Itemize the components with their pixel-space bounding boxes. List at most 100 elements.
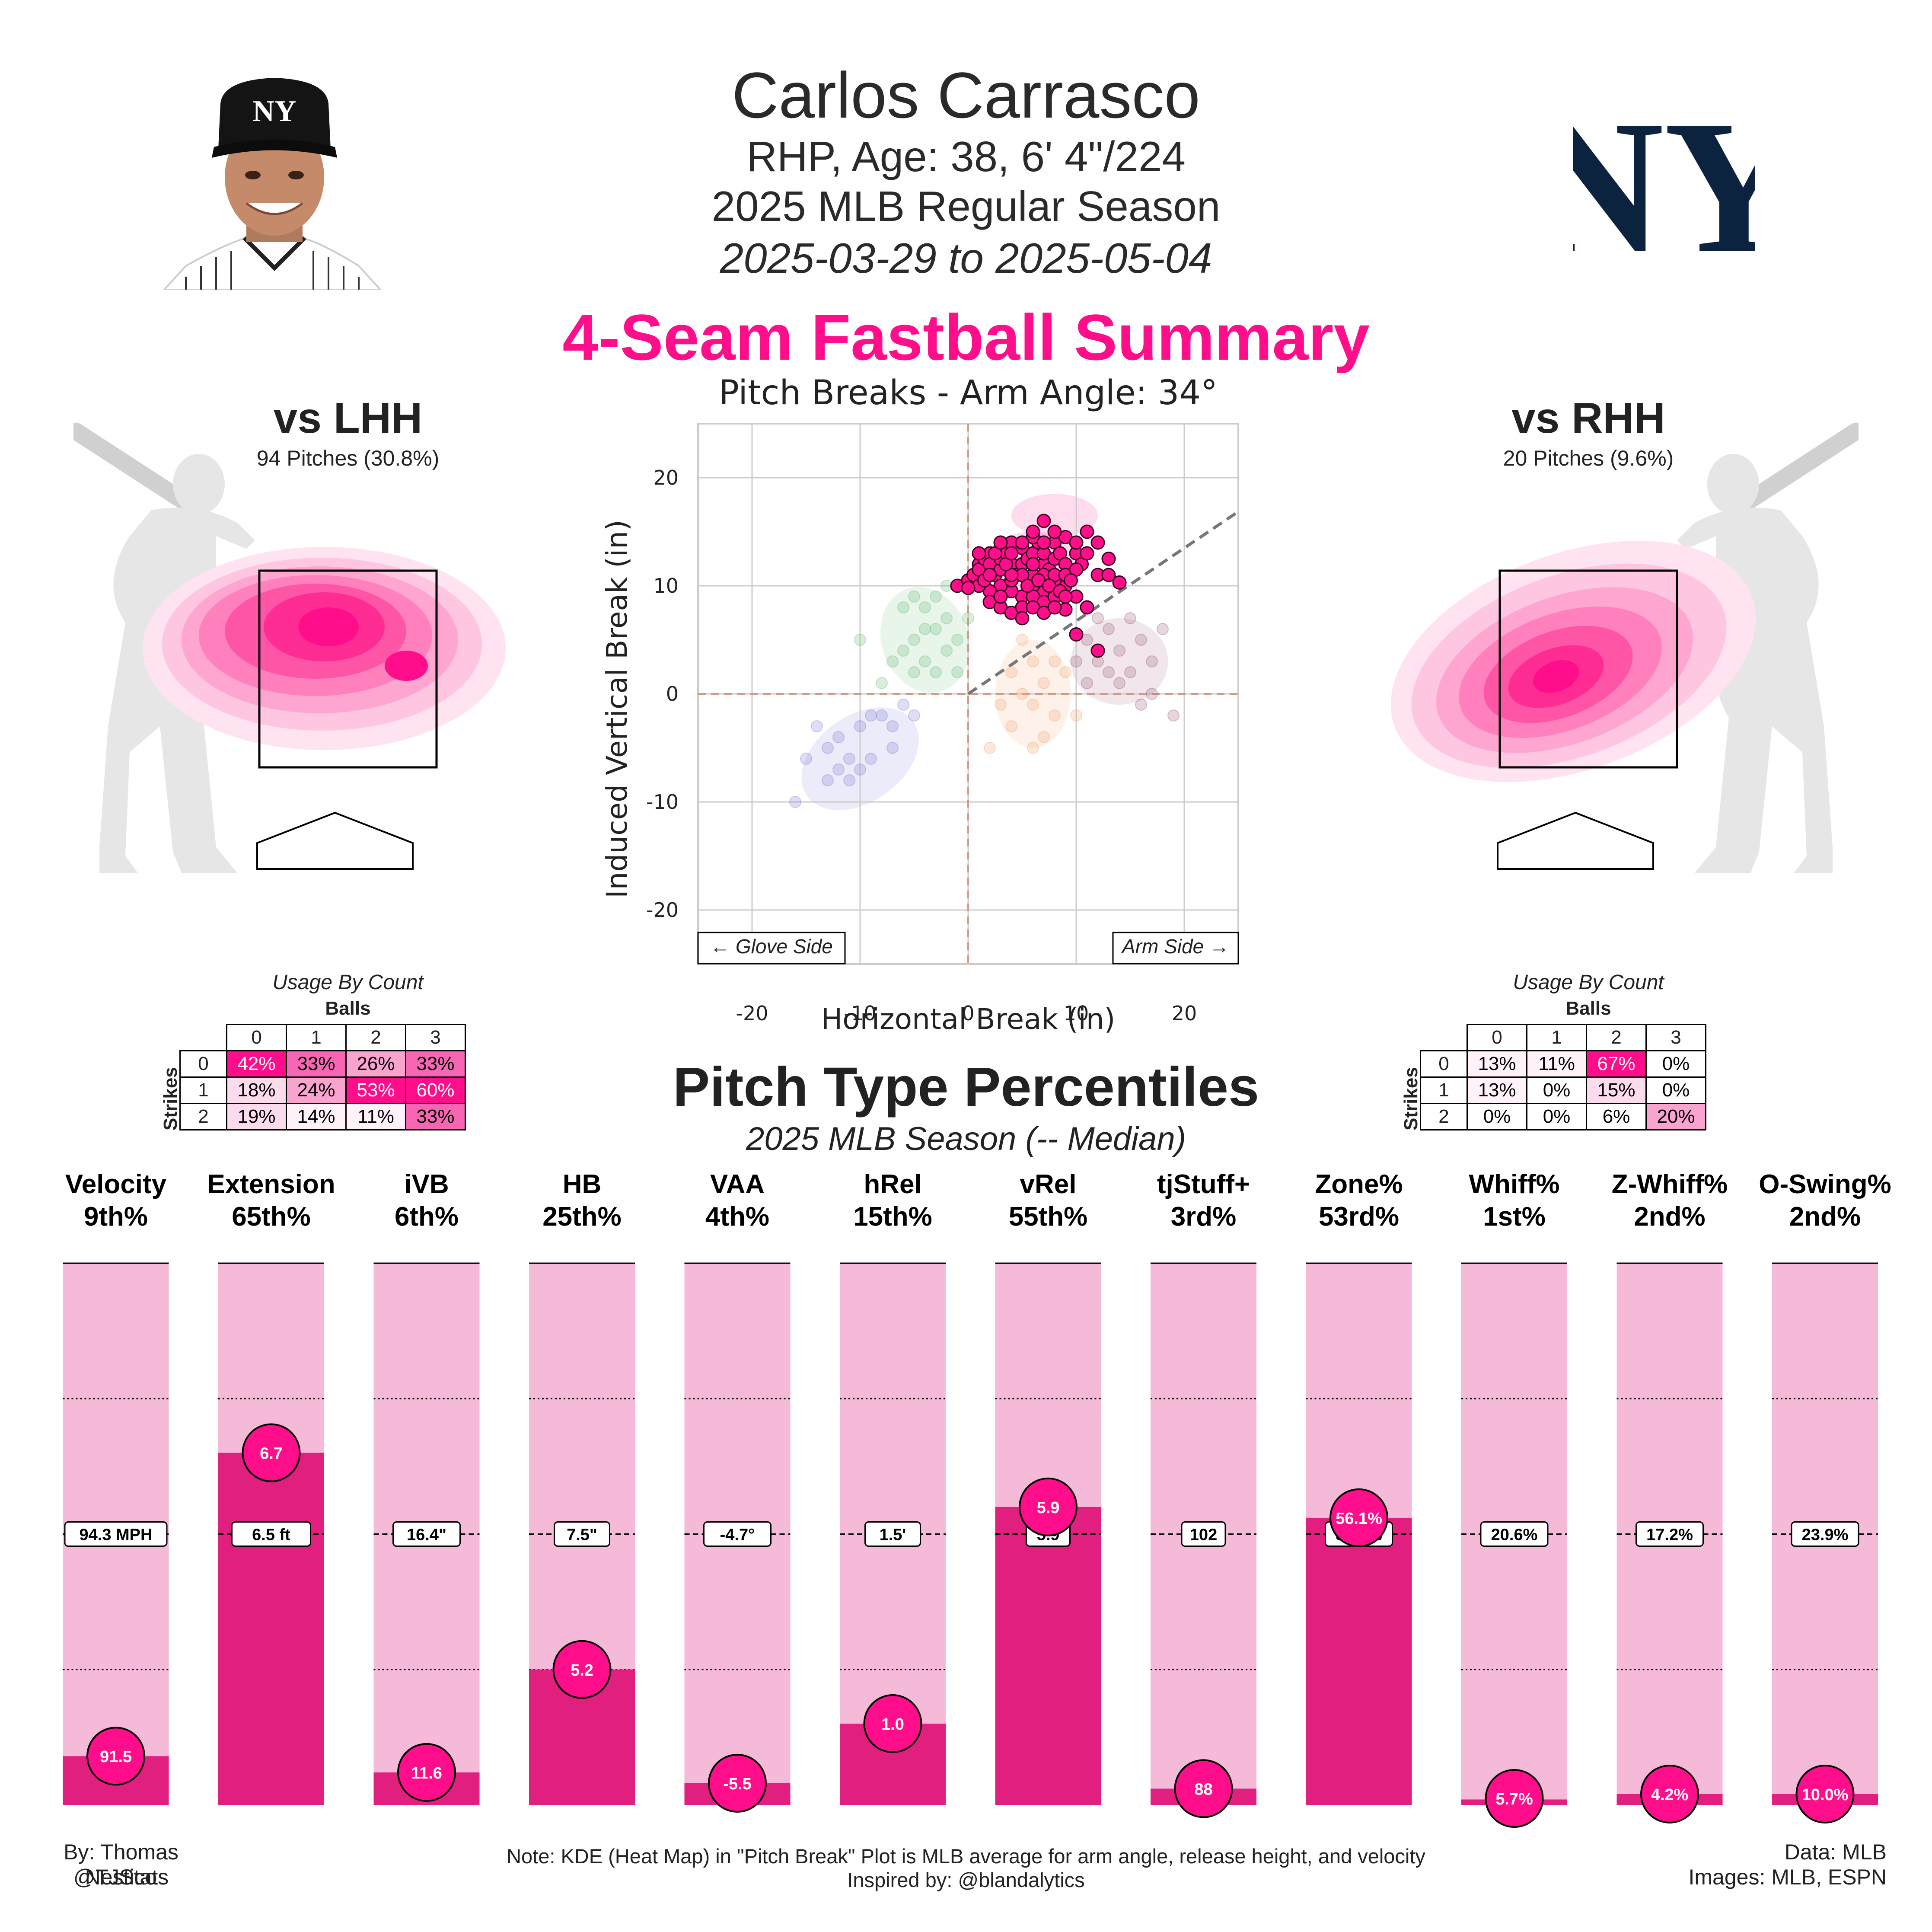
player-name: Carlos Carrasco <box>732 59 1200 131</box>
stat-name: Zone% <box>1315 1169 1403 1199</box>
other-pitch-point <box>1103 623 1115 635</box>
stat-name: O-Swing% <box>1759 1169 1891 1199</box>
value-marker <box>552 1640 612 1699</box>
value-label: -5.5 <box>723 1775 751 1793</box>
other-pitch-point <box>1016 688 1028 700</box>
other-pitch-point <box>789 796 801 808</box>
other-pitch-point <box>1070 655 1082 667</box>
other-pitch-point <box>962 612 974 624</box>
other-pitch-point <box>876 677 888 689</box>
other-pitch-point <box>1124 666 1136 678</box>
break-chart-kde <box>801 494 1168 810</box>
fastball-point <box>993 589 1008 604</box>
other-pitch-point <box>1135 634 1147 646</box>
median-label: 7.5" <box>567 1526 597 1544</box>
rhh-usage-cell: 0% <box>1526 1103 1587 1130</box>
value-label: 5.9 <box>1037 1499 1060 1517</box>
value-marker <box>86 1727 145 1786</box>
other-pitch-point <box>1167 709 1180 722</box>
percentile-column: Zone%53rd%55.3%56.1% <box>1306 1169 1412 1805</box>
fastball-point <box>1069 535 1084 550</box>
fastball-point <box>1080 546 1094 561</box>
lhh-usage-cell: 33% <box>405 1050 466 1078</box>
rhh-strikes-header: 0 <box>1420 1050 1468 1078</box>
other-pitch-point <box>919 601 931 613</box>
value-marker <box>1485 1769 1544 1828</box>
lhh-usage-cell: 53% <box>345 1076 406 1104</box>
other-pitch-point <box>1016 634 1028 646</box>
rhh-balls-header: 0 <box>1467 1024 1527 1051</box>
kde-note: Note: KDE (Heat Map) in "Pitch Break" Pl… <box>507 1845 1425 1868</box>
median-label: 16.4" <box>407 1526 446 1544</box>
lhh-balls-header: 0 <box>226 1024 287 1051</box>
fastball-point <box>1047 524 1062 539</box>
lhh-balls-header: 3 <box>405 1024 466 1051</box>
rhh-usage-cell: 67% <box>1586 1050 1647 1078</box>
fastball-point <box>1047 600 1062 615</box>
stat-percentile: 2nd% <box>1634 1202 1705 1232</box>
other-pitch-point <box>876 709 888 722</box>
percentile-fill <box>218 1453 324 1805</box>
break-chart-ylabel: Induced Vertical Break (in) <box>600 520 634 898</box>
rhh-strikes-header: 2 <box>1420 1103 1468 1130</box>
lhh-strikes-header: 1 <box>179 1076 227 1104</box>
median-box <box>1791 1521 1859 1547</box>
other-pitch-point <box>940 645 953 657</box>
other-pitch-point <box>865 753 877 765</box>
fastball-point <box>961 581 976 595</box>
fastball-point <box>1112 575 1127 590</box>
lhh-usage-cell: 19% <box>226 1103 287 1130</box>
median-label: 1.5' <box>880 1526 906 1544</box>
percentile-column: tjStuff+3rd% 102 88 <box>1151 1169 1256 1818</box>
lhh-usage-cell: 60% <box>405 1076 466 1104</box>
fastball-point <box>1069 627 1084 642</box>
median-label: 94.3 MPH <box>80 1526 153 1544</box>
stat-percentile: 53rd% <box>1319 1202 1399 1232</box>
rhh-balls-header: 3 <box>1645 1024 1706 1051</box>
lhh-balls-header: 2 <box>345 1024 406 1051</box>
glove-side-label: ← Glove Side <box>710 935 833 958</box>
median-box <box>703 1521 772 1547</box>
median-box <box>1636 1521 1704 1547</box>
lhh-strikes-header: 2 <box>179 1103 227 1130</box>
glove-side-box <box>697 932 846 964</box>
rhh-usage-cell: 0% <box>1645 1076 1706 1104</box>
other-pitch-point <box>811 720 823 732</box>
value-label: 91.5 <box>100 1748 132 1766</box>
lhh-home-plate <box>256 811 414 870</box>
kde-blob <box>880 587 970 693</box>
rhh-usage-cell: 0% <box>1467 1103 1527 1130</box>
inspired-credit: Inspired by: @blandalytics <box>847 1868 1085 1891</box>
stat-name: hRel <box>864 1169 921 1199</box>
other-pitch-point <box>1038 677 1050 689</box>
other-pitch-point <box>940 612 953 624</box>
fastball-point <box>1036 535 1051 550</box>
arm-side-box <box>1112 932 1239 964</box>
other-pitch-point <box>908 666 920 678</box>
rhh-usage-cell: 6% <box>1586 1103 1647 1130</box>
value-label: 10.0% <box>1802 1786 1849 1804</box>
stat-name: Z-Whiff% <box>1612 1169 1728 1199</box>
value-label: 56.1% <box>1336 1510 1382 1528</box>
value-marker <box>1019 1477 1078 1536</box>
percentiles-subtitle: 2025 MLB Season (-- Median) <box>746 1121 1186 1157</box>
other-pitch-point <box>886 720 899 732</box>
lhh-usage-cell: 42% <box>226 1050 287 1078</box>
stat-percentile: 15th% <box>853 1202 932 1232</box>
other-pitch-point <box>951 634 963 646</box>
rhh-usage-table: 0 1 2 3 0 13% 11% 67% 0% 1 13% 0% 15% 0% 2 0% 0% 6% 20% <box>1420 1024 1706 1130</box>
y-tick-label: 20 <box>653 466 679 489</box>
fastball-point <box>1026 524 1040 539</box>
stat-percentile: 65th% <box>232 1202 311 1232</box>
stat-percentile: 55th% <box>1009 1202 1088 1232</box>
other-pitch-point <box>984 742 996 754</box>
other-pitch-point <box>1081 677 1093 689</box>
y-tick-label: 10 <box>653 574 679 597</box>
value-marker <box>242 1423 301 1482</box>
other-pitch-point <box>1070 709 1082 722</box>
percentile-column: Whiff%1st% 20.6% 5.7% <box>1461 1169 1567 1828</box>
other-pitch-point <box>1005 720 1017 732</box>
other-pitch-point <box>865 709 877 722</box>
value-marker <box>397 1743 456 1802</box>
